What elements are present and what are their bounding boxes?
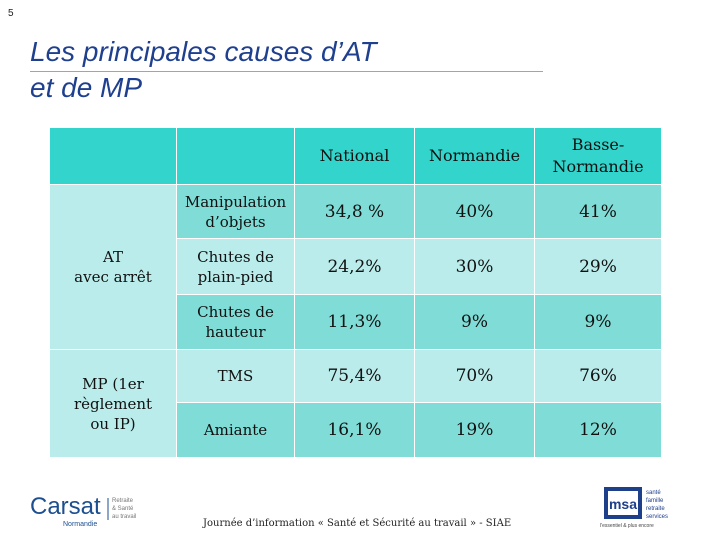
- slide-title: Les principales causes d’AT et de MP: [30, 34, 550, 106]
- cell-normandie: 40%: [414, 184, 535, 239]
- cell-normandie: 70%: [414, 349, 535, 403]
- msa-logo-tagline: services: [646, 514, 668, 520]
- msa-logo-tagline: famille: [646, 498, 664, 504]
- row-label: Chutes de plain-pied: [176, 238, 295, 295]
- title-underline: [30, 71, 543, 72]
- cell-basse-normandie: 29%: [534, 238, 662, 295]
- title-line-1: Les principales causes d’AT: [30, 36, 377, 67]
- title-line-2: et de MP: [30, 72, 143, 103]
- cell-national: 11,3%: [294, 294, 415, 350]
- msa-logo-tagline: santé: [646, 490, 661, 496]
- group-label-mp: MP (1er règlement ou IP): [49, 349, 177, 458]
- cell-basse-normandie: 41%: [534, 184, 662, 239]
- cell-basse-normandie: 9%: [534, 294, 662, 350]
- carsat-logo: Carsat Normandie Retraite & Santé au tra…: [30, 493, 136, 528]
- row-label: Manipulation d’objets: [176, 184, 295, 239]
- cell-basse-normandie: 76%: [534, 349, 662, 403]
- carsat-logo-region: Normandie: [63, 521, 97, 528]
- table-row: Chutes de plain-pied 24,2% 30% 29%: [50, 238, 662, 295]
- cell-normandie: 9%: [414, 294, 535, 350]
- cell-normandie: 19%: [414, 402, 535, 458]
- column-header-normandie: Normandie: [414, 127, 535, 185]
- footer-text: Journée d’information « Santé et Sécurit…: [203, 518, 512, 529]
- carsat-logo-tagline: & Santé: [112, 506, 134, 512]
- msa-logo-letters: msa: [609, 496, 637, 512]
- cell-basse-normandie: 12%: [534, 402, 662, 458]
- column-header-basse-normandie: Basse-Normandie: [534, 127, 662, 185]
- header-empty-cell: [176, 127, 295, 185]
- msa-logo-slogan: l'essentiel & plus encore: [600, 523, 654, 529]
- cell-national: 75,4%: [294, 349, 415, 403]
- header-empty-cell: [49, 127, 177, 185]
- carsat-logo-wordmark: Carsat: [30, 493, 101, 520]
- row-label: Chutes de hauteur: [176, 294, 295, 350]
- cell-national: 34,8 %: [294, 184, 415, 239]
- group-label-at: AT avec arrêt: [49, 184, 177, 350]
- row-label: TMS: [176, 349, 295, 403]
- cell-national: 16,1%: [294, 402, 415, 458]
- cell-national: 24,2%: [294, 238, 415, 295]
- table-row: AT avec arrêt Manipulation d’objets 34,8…: [49, 184, 662, 350]
- row-label: Amiante: [176, 402, 295, 458]
- carsat-logo-tagline: Retraite: [112, 498, 134, 504]
- carsat-logo-tagline: au travail: [112, 514, 136, 520]
- msa-logo: msa santé famille retraite services l'es…: [600, 487, 668, 529]
- msa-logo-tagline: retraite: [646, 506, 665, 512]
- column-header-national: National: [294, 127, 415, 185]
- slide-number: 5: [8, 8, 14, 19]
- table-row: MP (1er règlement ou IP) TMS 75,4% 70% 7…: [49, 349, 662, 458]
- table-header-row: National Normandie Basse-Normandie: [49, 127, 662, 185]
- cell-normandie: 30%: [414, 238, 535, 295]
- table-row: Amiante 16,1% 19% 12%: [50, 402, 662, 458]
- causes-table: National Normandie Basse-Normandie AT av…: [49, 127, 662, 458]
- table-row: Chutes de hauteur 11,3% 9% 9%: [50, 294, 662, 350]
